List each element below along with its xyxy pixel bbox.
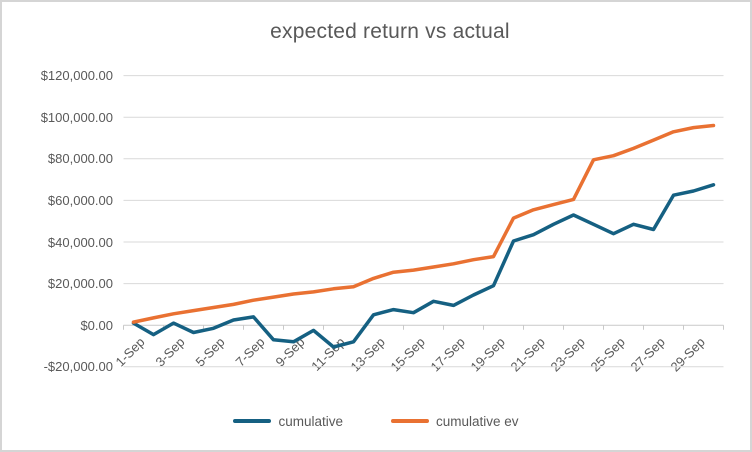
cumulative-ev-line-swatch [390, 418, 429, 424]
y-tick-label: $100,000.00 [40, 109, 113, 125]
series-line-cumulative [131, 183, 716, 349]
y-tick-label: $60,000.00 [47, 192, 113, 208]
y-tick-label: $40,000.00 [47, 234, 113, 250]
y-tick-label: $120,000.00 [40, 68, 113, 84]
y-tick-label: $0.00 [80, 317, 113, 333]
legend: cumulative cumulative ev [0, 408, 752, 434]
legend-item-cumulative-ev[interactable]: cumulative ev [390, 413, 519, 429]
chart-title: expected return vs actual [270, 20, 510, 43]
legend-item-cumulative[interactable]: cumulative [233, 414, 343, 429]
y-tick-label: $20,000.00 [47, 276, 113, 292]
y-tick-label: $80,000.00 [47, 151, 113, 167]
cumulative-line-swatch [233, 418, 272, 424]
legend-label-cumulative: cumulative [278, 413, 343, 429]
legend-label-cumulative-ev: cumulative ev [435, 413, 519, 429]
y-tick-label: -$20,000.00 [43, 359, 113, 375]
series-line-cumulative-ev [131, 123, 716, 324]
